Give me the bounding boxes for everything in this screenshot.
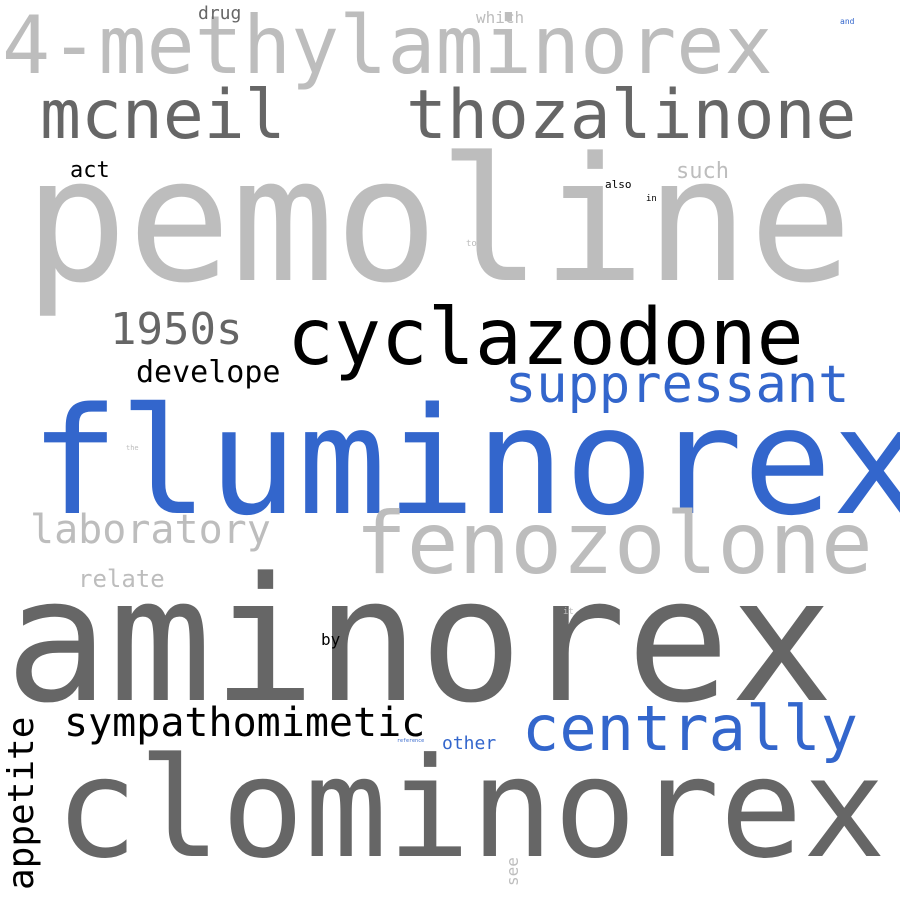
word-and: and xyxy=(840,17,855,26)
word-by: by xyxy=(321,630,341,649)
word-cyclazodone: cyclazodone xyxy=(287,293,804,383)
word-fluminorex: fluminorex xyxy=(30,376,900,548)
word-thozalinone: thozalinone xyxy=(406,76,857,155)
word-1950s: 1950s xyxy=(110,304,243,355)
word-clominorex: clominorex xyxy=(55,728,886,889)
word-act: act xyxy=(70,158,110,183)
word-4-methylaminorex: 4-methylaminorex xyxy=(2,0,773,92)
word-develope: develope xyxy=(136,355,281,390)
word-see: see xyxy=(503,857,522,886)
word-sympathomimetic: sympathomimetic xyxy=(64,700,426,746)
word-to: to xyxy=(466,239,477,249)
word-relate: relate xyxy=(78,565,165,593)
word-which: which xyxy=(476,8,525,27)
word-appetite: appetite xyxy=(1,716,42,890)
word-the: the xyxy=(126,444,139,452)
word-fenozolone: fenozolone xyxy=(355,494,873,594)
word-drug: drug xyxy=(198,3,242,24)
word-it: it xyxy=(563,607,574,617)
word-reference: reference xyxy=(397,738,425,744)
word-in: in xyxy=(646,194,657,204)
word-also: also xyxy=(605,178,632,191)
word-centrally: centrally xyxy=(522,692,858,765)
word-such: such xyxy=(676,159,729,184)
word-mcneil: mcneil xyxy=(40,76,286,155)
word-aminorex: aminorex xyxy=(5,540,834,741)
word-suppressant: suppressant xyxy=(505,355,850,415)
word-pemoline: pemoline xyxy=(24,120,853,321)
word-laboratory: laboratory xyxy=(30,507,271,553)
word-other: other xyxy=(442,733,497,754)
